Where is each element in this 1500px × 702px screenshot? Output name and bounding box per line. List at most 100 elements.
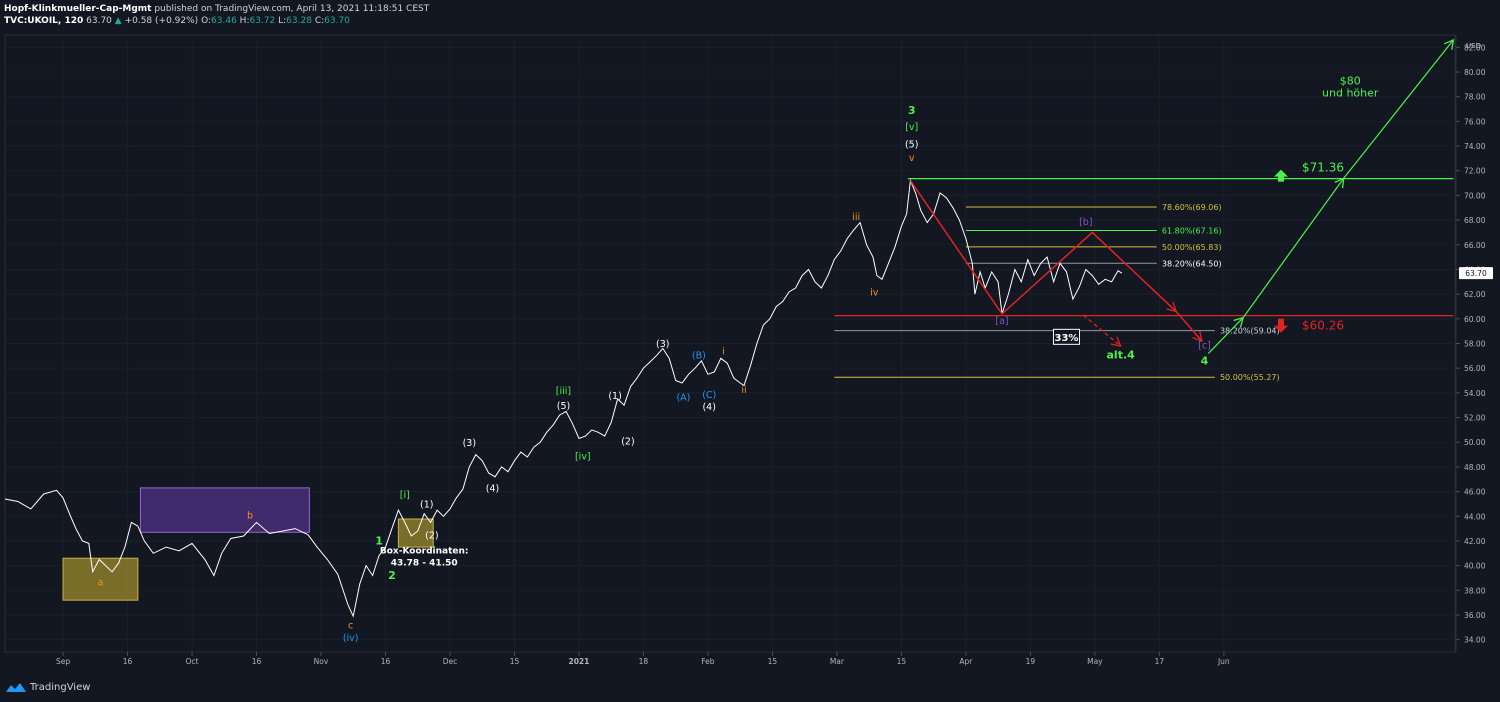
wave-label: iv [870, 287, 879, 298]
ohlc-open: 63.46 [211, 16, 237, 26]
x-tick-label: 15 [510, 657, 520, 666]
tradingview-footer[interactable]: TradingView [6, 682, 90, 693]
x-tick-label: 15 [897, 657, 907, 666]
y-tick-label: 36.00 [1464, 611, 1486, 620]
wave-label: (4) [702, 402, 715, 413]
x-tick-label: 2021 [569, 657, 590, 666]
wave-label: b [247, 511, 253, 522]
fib-label: 61.80%(67.16) [1162, 226, 1222, 235]
wave-label: 4 [1201, 354, 1209, 367]
green-projection-mid [1242, 177, 1345, 318]
y-tick-label: 40.00 [1464, 562, 1486, 571]
wave-label: c [348, 621, 353, 632]
x-tick-label: 17 [1155, 657, 1165, 666]
boxes: Box-Koordinaten: 43.78 - 41.50 [62, 487, 468, 601]
percent-badge [1052, 328, 1080, 345]
wave-projections [909, 38, 1455, 354]
wave-label: [iii] [556, 386, 571, 397]
price-series-line [4, 178, 1123, 618]
x-tick-label: Mar [830, 657, 845, 666]
box-coord-values: 43.78 - 41.50 [391, 559, 458, 569]
wave-label: (4) [486, 484, 499, 495]
wave-label: (2) [425, 530, 438, 541]
green-projection-short [1207, 317, 1244, 354]
brand-name: TradingView [30, 682, 91, 693]
y-tick-label: 44.00 [1464, 512, 1486, 521]
fib-label: 50.00%(55.27) [1220, 373, 1280, 382]
red-arrow-head [1192, 331, 1203, 343]
wave-labels: a b c(iv) 1 2 [i] (1) (2) (3) (4) [iii] (5) [iv] (1) (… [98, 74, 1379, 644]
tradingview-logo-icon [6, 683, 26, 692]
wave-label: [i] [400, 490, 410, 501]
ohlc-low: 63.28 [286, 16, 312, 26]
y-tick-label: 80.00 [1464, 68, 1486, 77]
wave-label: (B) [692, 350, 706, 361]
red-dashed-arrow-head [1110, 336, 1122, 347]
y-tick-label: 76.00 [1464, 117, 1486, 126]
currency-label: USD [1466, 42, 1481, 50]
x-axis[interactable]: Sep 16 Oct 16 Nov 16 Dec 15 2021 18 Feb 15 Mar 15 Apr 1… [5, 651, 1456, 666]
publish-info: Hopf-Klinkmueller-Cap-Mgmt published on … [4, 4, 429, 14]
price-change: +0.58 (+0.92%) [124, 16, 199, 26]
level-label: $60.26 [1302, 319, 1344, 333]
author-name[interactable]: Hopf-Klinkmueller-Cap-Mgmt [4, 4, 152, 14]
wave-label: (5) [557, 401, 570, 412]
target-subtext: und höher [1322, 87, 1379, 100]
wave-label: 3 [908, 104, 916, 117]
wave-label: [iv] [575, 451, 591, 462]
x-tick-label: 16 [381, 657, 391, 666]
y-tick-label: 54.00 [1464, 389, 1486, 398]
y-tick-label: 38.00 [1464, 586, 1486, 595]
y-tick-label: 46.00 [1464, 488, 1486, 497]
y-tick-label: 66.00 [1464, 241, 1486, 250]
fib-label: 50.00%(65.83) [1162, 243, 1222, 252]
y-tick-label: 78.00 [1464, 93, 1486, 102]
wave-label: (A) [676, 392, 690, 403]
y-tick-label: 42.00 [1464, 537, 1486, 546]
x-tick-label: Apr [959, 657, 973, 666]
wave-label: (1) [608, 391, 621, 402]
y-tick-label: 56.00 [1464, 364, 1486, 373]
red-dashed-path [1082, 314, 1122, 347]
ohlc-high: 63.72 [249, 16, 276, 26]
wave-label: [a] [995, 316, 1008, 327]
y-tick-label: 74.00 [1464, 142, 1486, 151]
fib-label: 38.20%(64.50) [1162, 259, 1222, 268]
x-tick-label: Dec [443, 657, 458, 666]
ohlc-low-label: L: [278, 16, 287, 26]
wave-label: 1 [375, 535, 383, 548]
wave-label: iii [852, 212, 860, 223]
wave-label: (5) [905, 139, 918, 150]
wave-label: [c] [1198, 340, 1211, 351]
wave-label: i [722, 347, 725, 358]
grid [5, 35, 1456, 652]
wave-label: (C) [702, 390, 716, 401]
green-arrow-head [1334, 177, 1345, 189]
wave-label: (3) [656, 339, 669, 350]
wave-label: v [909, 153, 915, 164]
y-tick-label: 68.00 [1464, 216, 1486, 225]
last-price: 63.70 [86, 16, 112, 26]
y-tick-label: 72.00 [1464, 167, 1486, 176]
arrow-down-icon [1274, 318, 1288, 333]
symbol-name[interactable]: TVC:UKOIL, 120 [4, 16, 84, 26]
x-tick-label: Jun [1217, 657, 1230, 666]
fibonacci-levels: 78.60%(69.06) 61.80%(67.16) 50.00%(65.83) 3… [834, 203, 1280, 382]
wave-label: alt.4 [1107, 348, 1136, 361]
y-tick-label: 50.00 [1464, 438, 1486, 447]
level-label: $71.36 [1302, 161, 1344, 175]
y-tick-label: 60.00 [1464, 315, 1486, 324]
wave-label: a [98, 577, 104, 588]
ohlc-open-label: O: [201, 16, 212, 26]
y-axis[interactable]: USD 82.00 80.00 78.00 76.00 74.00 72.00 70.00 6… [1455, 35, 1493, 652]
x-tick-label: 19 [1026, 657, 1036, 666]
y-tick-label: 34.00 [1464, 636, 1486, 645]
x-tick-label: 16 [123, 657, 133, 666]
y-tick-label: 52.00 [1464, 414, 1486, 423]
x-tick-label: 15 [768, 657, 778, 666]
ohlc-high-label: H: [239, 16, 250, 26]
wave-label: 2 [388, 569, 396, 582]
x-tick-label: Sep [56, 657, 70, 666]
zone-box-1 [139, 487, 310, 533]
